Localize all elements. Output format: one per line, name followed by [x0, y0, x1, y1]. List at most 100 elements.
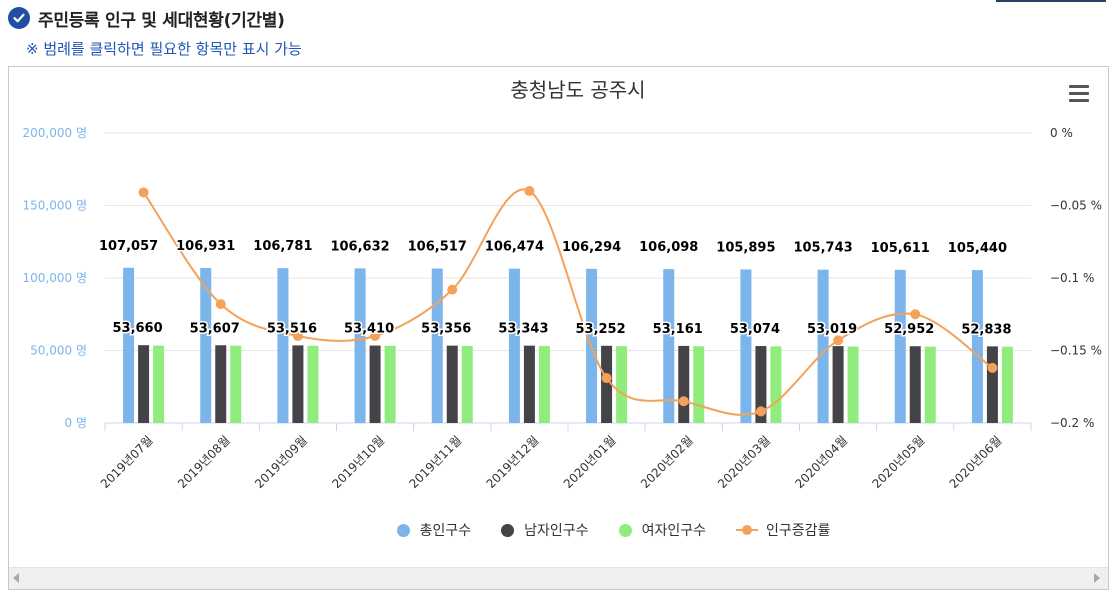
- x-tick-label: 2019년09월: [252, 433, 310, 491]
- data-label-total: 106,474: [485, 240, 544, 255]
- legend-item-total[interactable]: 총인구수: [396, 520, 472, 540]
- bar-total: [277, 268, 289, 423]
- rate-point: [833, 335, 844, 346]
- data-label-total: 105,611: [871, 241, 930, 256]
- data-label-male: 53,410: [344, 322, 394, 337]
- bar-male: [292, 345, 304, 423]
- data-label-male: 53,516: [267, 321, 317, 336]
- y-right-tick-label: −0.2 %: [1050, 416, 1094, 430]
- y-right-tick-label: −0.15 %: [1050, 344, 1102, 358]
- bar-male: [369, 345, 381, 423]
- legend-item-female[interactable]: 여자인구수: [618, 520, 706, 540]
- legend-hint: ※ 범례를 클릭하면 필요한 항목만 표시 가능: [26, 40, 302, 58]
- chart-canvas: 충청남도 공주시 0 명 50,000 명 100,000 명 150,000 명 200…: [23, 78, 1102, 491]
- scroll-left-arrow-icon[interactable]: [13, 573, 19, 583]
- rate-point: [370, 331, 381, 341]
- bar-male: [909, 346, 921, 423]
- bar-total: [354, 268, 366, 423]
- data-label-male: 53,607: [190, 321, 240, 336]
- x-tick-label: 2020년01월: [561, 433, 619, 491]
- page-title: 주민등록 인구 및 세대현황(기간별): [38, 10, 285, 31]
- x-tick-label: 2019년08월: [175, 433, 233, 491]
- data-label-total: 105,895: [716, 240, 775, 255]
- bar-female: [538, 345, 550, 423]
- y-left-tick-label: 50,000 명: [30, 344, 87, 358]
- bar-male: [138, 345, 150, 423]
- bar-total: [817, 269, 829, 423]
- data-label-male: 52,838: [961, 322, 1011, 337]
- legend-female-icon: [618, 523, 632, 537]
- top-accent-line: [996, 0, 1106, 2]
- x-tick-label: 2020년05월: [869, 433, 927, 491]
- x-tick-label: 2019년07월: [98, 433, 156, 491]
- bar-total: [508, 268, 520, 423]
- rate-point: [987, 362, 998, 373]
- bar-male: [523, 345, 535, 423]
- data-label-male: 53,074: [730, 322, 780, 337]
- x-tick-label: 2020년06월: [947, 433, 1005, 491]
- x-tick-label: 2020년03월: [715, 433, 773, 491]
- rate-point: [601, 373, 612, 384]
- data-label-total: 106,931: [176, 239, 235, 254]
- x-tick-label: 2019년10월: [329, 433, 387, 491]
- scroll-right-arrow-icon[interactable]: [1094, 573, 1100, 583]
- chart-legend: 총인구수 남자인구수 여자인구수 인구증감률: [9, 515, 1108, 545]
- rate-point: [292, 331, 303, 341]
- data-label-male: 53,252: [575, 322, 625, 337]
- rate-point: [447, 284, 458, 295]
- bar-female: [693, 346, 705, 423]
- rate-point: [910, 309, 921, 320]
- bar-male: [678, 345, 690, 423]
- bar-male: [215, 345, 227, 423]
- rate-point: [524, 186, 535, 196]
- chart-container: 충청남도 공주시 0 명 50,000 명 100,000 명 150,000 명 200…: [8, 66, 1109, 590]
- rate-point: [215, 299, 226, 310]
- x-tick-label: 2020년04월: [792, 433, 850, 491]
- legend-rate-label: 인구증감률: [765, 523, 831, 539]
- data-label-total: 106,294: [562, 240, 621, 255]
- legend-total-label: 총인구수: [419, 523, 472, 539]
- chart-title: 충청남도 공주시: [510, 78, 645, 102]
- y-right-tick-label: −0.05 %: [1050, 199, 1102, 213]
- bar-female: [616, 346, 628, 423]
- data-label-total: 106,517: [408, 240, 467, 255]
- bar-total: [431, 268, 443, 423]
- rate-point: [138, 187, 149, 198]
- y-right-tick-label: −0.1 %: [1050, 271, 1094, 285]
- data-label-total: 106,632: [330, 239, 389, 254]
- bar-total: [740, 269, 752, 423]
- hamburger-menu-icon[interactable]: [1069, 85, 1091, 103]
- data-label-male: 53,019: [807, 322, 857, 337]
- bar-male: [755, 346, 767, 423]
- bar-female: [461, 345, 473, 423]
- data-label-male: 52,952: [884, 322, 934, 337]
- bar-total: [200, 267, 212, 423]
- rate-line: [142, 188, 993, 416]
- bar-male: [832, 346, 844, 423]
- bar-female: [847, 346, 859, 423]
- y-left-tick-label: 200,000 명: [23, 126, 87, 140]
- legend-female-label: 여자인구수: [641, 523, 706, 539]
- x-tick-label: 2019년12월: [484, 433, 542, 491]
- bar-female: [384, 345, 396, 423]
- bar-total: [894, 269, 906, 423]
- bar-male: [601, 345, 613, 423]
- y-left-tick-label: 0 명: [65, 416, 88, 430]
- data-label-male: 53,660: [112, 321, 162, 336]
- data-label-total: 105,440: [948, 241, 1007, 256]
- bar-male: [986, 346, 998, 423]
- bar-female: [230, 345, 242, 423]
- bar-total: [663, 269, 675, 423]
- data-label-total: 105,743: [793, 241, 852, 256]
- check-circle-icon: [8, 7, 30, 29]
- legend-item-rate[interactable]: 인구증감률: [735, 520, 831, 540]
- bar-total: [123, 267, 135, 423]
- horizontal-scrollbar[interactable]: [9, 567, 1108, 589]
- legend-item-male[interactable]: 남자인구수: [501, 520, 589, 540]
- bar-female: [770, 346, 782, 423]
- rate-point: [678, 396, 689, 407]
- x-tick-label: 2019년11월: [406, 433, 464, 491]
- legend-male-label: 남자인구수: [524, 523, 589, 539]
- bar-male: [446, 345, 458, 423]
- bar-female: [307, 345, 319, 423]
